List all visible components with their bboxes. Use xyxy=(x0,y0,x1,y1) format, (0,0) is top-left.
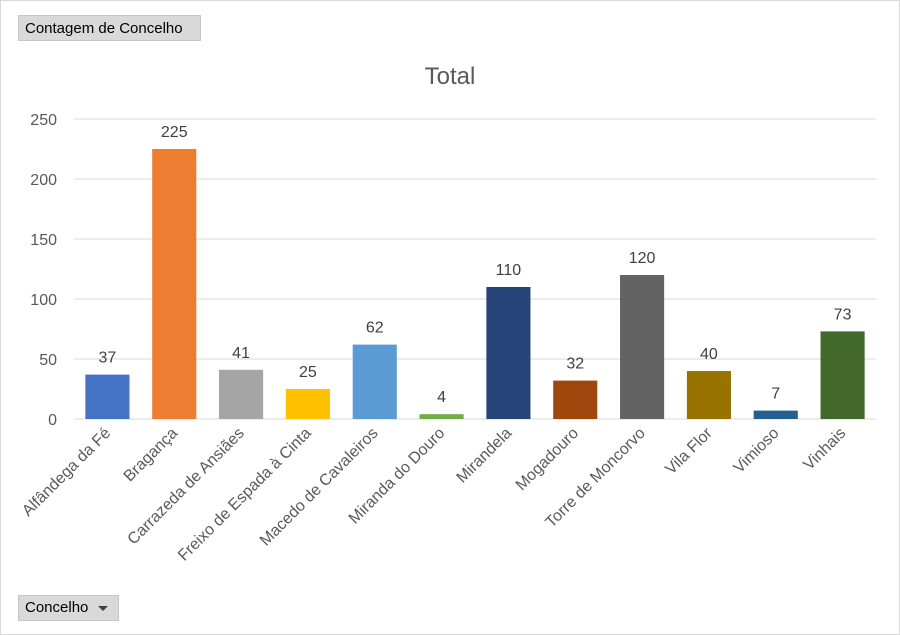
data-label: 40 xyxy=(700,346,718,363)
data-labels: 37 225 41 25 62 4 110 32 120 40 7 73 xyxy=(99,124,852,406)
bar[interactable] xyxy=(219,369,264,419)
y-tick-label: 50 xyxy=(39,352,57,369)
bar[interactable] xyxy=(620,275,665,419)
bar[interactable] xyxy=(352,344,397,419)
x-tick-label: Carrazeda de Ansiães xyxy=(125,425,248,548)
y-tick-label: 0 xyxy=(48,412,57,429)
bar[interactable] xyxy=(85,374,130,419)
data-label: 25 xyxy=(299,364,317,381)
x-tick-label: Vinhais xyxy=(800,425,849,474)
bar[interactable] xyxy=(419,414,464,419)
x-tick-label: Vila Flor xyxy=(662,424,716,478)
data-label: 32 xyxy=(566,356,584,373)
data-label: 37 xyxy=(99,350,117,367)
axis-field-button[interactable]: Concelho xyxy=(18,595,119,621)
data-label: 110 xyxy=(496,262,522,279)
y-tick-label: 200 xyxy=(30,172,57,189)
data-label: 41 xyxy=(232,345,250,362)
bar[interactable] xyxy=(753,410,798,419)
x-tick-label: Mirandela xyxy=(454,425,516,487)
bar[interactable] xyxy=(152,149,197,419)
dropdown-arrow-icon[interactable] xyxy=(98,605,108,611)
data-label: 120 xyxy=(629,250,656,267)
chart-title: Total xyxy=(425,63,476,90)
x-tick-label: Freixo de Espada à Cinta xyxy=(175,425,315,565)
gridlines xyxy=(74,118,876,420)
bar[interactable] xyxy=(486,287,531,419)
bars xyxy=(85,149,865,419)
bar[interactable] xyxy=(820,331,865,419)
bar[interactable] xyxy=(686,371,731,419)
x-tick-label: Vimioso xyxy=(731,425,783,477)
values-field-button[interactable]: Contagem de Concelho xyxy=(18,15,201,41)
y-tick-label: 250 xyxy=(30,112,57,129)
y-axis: 0 50 100 150 200 250 xyxy=(30,112,57,429)
y-tick-label: 150 xyxy=(30,232,57,249)
axis-field-label: Concelho xyxy=(25,599,89,616)
y-tick-label: 100 xyxy=(30,292,57,309)
data-label: 4 xyxy=(437,389,446,406)
data-label: 73 xyxy=(834,306,852,323)
data-label: 62 xyxy=(366,320,384,337)
data-label: 225 xyxy=(161,124,188,141)
bar[interactable] xyxy=(553,380,598,419)
x-tick-label: Mogadouro xyxy=(513,425,582,494)
x-tick-label: Macedo de Cavaleiros xyxy=(257,425,382,550)
x-tick-label: Alfândega da Fé xyxy=(19,425,114,520)
data-label: 7 xyxy=(771,386,780,403)
bar[interactable] xyxy=(285,389,330,419)
x-tick-label: Bragança xyxy=(121,425,182,486)
